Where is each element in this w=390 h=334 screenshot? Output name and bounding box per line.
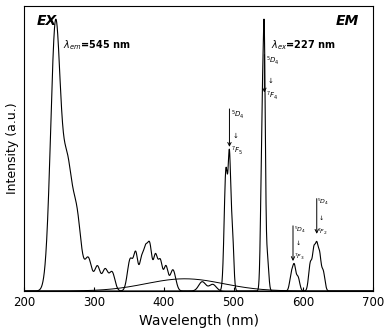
Text: $\downarrow$: $\downarrow$: [317, 213, 324, 221]
Text: $^5D_4$: $^5D_4$: [294, 224, 306, 234]
Text: $\lambda_{em}$=545 nm: $\lambda_{em}$=545 nm: [62, 38, 130, 52]
X-axis label: Wavelength (nm): Wavelength (nm): [139, 314, 259, 328]
Text: EM: EM: [336, 14, 359, 28]
Text: $^5D_4$: $^5D_4$: [266, 54, 279, 67]
Text: $\downarrow$: $\downarrow$: [231, 131, 239, 140]
Text: $\downarrow$: $\downarrow$: [294, 239, 301, 247]
Text: $^5D_4$: $^5D_4$: [231, 109, 245, 121]
Text: $^5D_4$: $^5D_4$: [317, 197, 330, 207]
Text: $\lambda_{ex}$=227 nm: $\lambda_{ex}$=227 nm: [271, 38, 335, 52]
Text: $\downarrow$: $\downarrow$: [266, 76, 273, 85]
Text: EX: EX: [36, 14, 57, 28]
Text: $^7F_3$: $^7F_3$: [294, 252, 305, 262]
Text: $^7F_4$: $^7F_4$: [266, 90, 278, 102]
Text: $^7F_5$: $^7F_5$: [231, 144, 243, 157]
Y-axis label: Intensity (a.u.): Intensity (a.u.): [5, 103, 19, 194]
Text: $^7F_2$: $^7F_2$: [317, 227, 328, 237]
